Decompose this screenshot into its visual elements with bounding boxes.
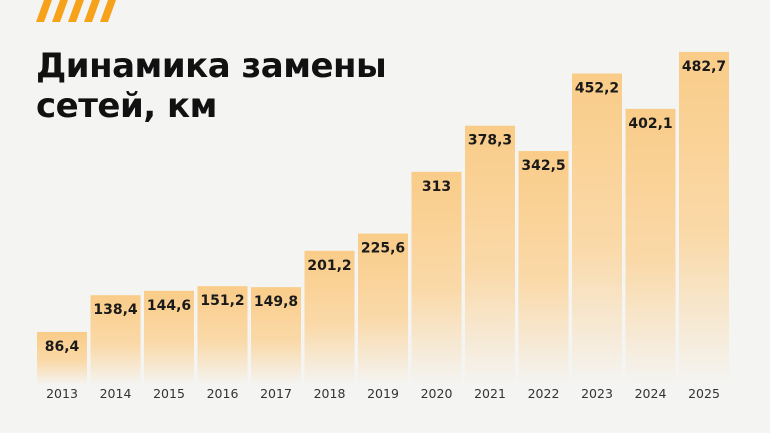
data-label-2017: 149,8 xyxy=(254,294,298,310)
bar-2022 xyxy=(518,150,569,385)
x-tick-label: 2017 xyxy=(260,386,292,401)
bar-2014 xyxy=(90,295,141,385)
data-label-2019: 225,6 xyxy=(361,241,405,257)
bar-2018 xyxy=(304,250,355,385)
data-label-2021: 378,3 xyxy=(468,133,512,149)
x-tick-label: 2014 xyxy=(100,386,132,401)
title-line-1: Динамика замены xyxy=(36,46,387,86)
data-label-2022: 342,5 xyxy=(521,158,565,174)
bar-2019 xyxy=(358,233,408,385)
data-label-2016: 151,2 xyxy=(200,293,244,309)
x-tick-label: 2022 xyxy=(528,386,560,401)
data-label-2015: 144,6 xyxy=(147,298,191,314)
bar-2017 xyxy=(251,287,301,385)
brand-stripes-icon xyxy=(36,0,116,22)
x-tick-label: 2016 xyxy=(207,386,239,401)
data-label-2013: 86,4 xyxy=(45,339,80,355)
x-tick-label: 2013 xyxy=(46,386,78,401)
data-label-2024: 402,1 xyxy=(628,116,672,132)
x-tick-label: 2024 xyxy=(635,386,667,401)
x-tick-label: 2015 xyxy=(153,386,185,401)
x-tick-label: 2018 xyxy=(314,386,346,401)
title-line-2: сетей, км xyxy=(36,86,217,126)
data-label-2023: 452,2 xyxy=(575,80,619,96)
x-tick-label: 2020 xyxy=(421,386,453,401)
data-label-2020: 313 xyxy=(422,179,451,195)
chart-title: Динамика замены сетей, км xyxy=(36,46,387,126)
x-tick-label: 2025 xyxy=(688,386,720,401)
data-label-2025: 482,7 xyxy=(682,59,726,75)
data-label-2018: 201,2 xyxy=(307,258,351,274)
bar-2015 xyxy=(144,290,194,385)
x-tick-label: 2021 xyxy=(474,386,506,401)
bar-2023 xyxy=(572,73,622,386)
bar-2020 xyxy=(411,171,462,385)
bar-2025 xyxy=(679,51,729,385)
bar-2021 xyxy=(465,125,515,385)
bar-2016 xyxy=(197,286,248,385)
x-tick-label: 2019 xyxy=(367,386,399,401)
x-tick-label: 2023 xyxy=(581,386,613,401)
data-label-2014: 138,4 xyxy=(93,302,138,318)
bar-2024 xyxy=(625,108,676,386)
bar-2013 xyxy=(37,331,87,385)
